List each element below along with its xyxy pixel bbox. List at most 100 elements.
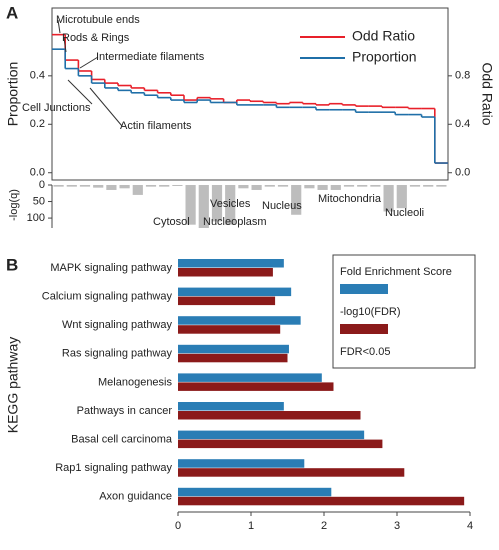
bar — [317, 185, 328, 190]
bar — [178, 325, 281, 334]
bar — [185, 185, 196, 225]
bar — [178, 459, 305, 468]
bar — [132, 185, 143, 195]
bar — [119, 185, 130, 189]
annotation: Vesicles — [210, 198, 251, 210]
leader-line — [79, 56, 99, 69]
bar — [178, 259, 284, 268]
plot-frame — [51, 7, 449, 181]
category-label: Pathways in cancer — [77, 405, 173, 417]
bar — [106, 185, 117, 190]
y2-tick-label: 0.4 — [455, 118, 470, 130]
y2-tick-label: 0.8 — [455, 70, 470, 82]
bar — [178, 382, 334, 391]
bar — [66, 185, 77, 187]
legend-note: FDR<0.05 — [340, 346, 390, 358]
annotation: Intermediate filaments — [96, 51, 205, 63]
bar — [198, 185, 209, 228]
bar — [277, 185, 289, 187]
annotation: Cytosol — [153, 216, 190, 228]
bar — [172, 185, 183, 186]
legend-swatch — [340, 324, 388, 334]
leader-line — [63, 37, 67, 53]
bar — [370, 185, 381, 187]
bar — [178, 487, 332, 497]
annotation: Nucleoli — [385, 207, 424, 219]
annotation: Nucleus — [262, 200, 302, 212]
bar — [178, 316, 301, 325]
bar — [178, 402, 284, 411]
bar — [93, 185, 104, 188]
x-tick-label: 2 — [321, 520, 327, 532]
legend-label: Proportion — [352, 49, 417, 65]
legend-box — [332, 254, 476, 369]
bar — [330, 185, 341, 190]
category-label: Basal cell carcinoma — [71, 434, 173, 446]
category-label: MAPK signaling pathway — [50, 262, 172, 274]
bar — [178, 439, 383, 449]
annotation: Rods & Rings — [62, 32, 130, 44]
bar — [225, 185, 236, 225]
y-axis-label: -log(q) — [8, 189, 20, 221]
bar — [409, 185, 421, 187]
bar — [178, 268, 273, 277]
x-tick-label: 4 — [467, 520, 473, 532]
bar — [211, 185, 223, 222]
y-tick-label: 0.2 — [30, 118, 45, 130]
category-label: Axon guidance — [99, 491, 172, 503]
annotation: Actin filaments — [120, 120, 192, 132]
leader-line — [57, 19, 61, 34]
bar — [178, 496, 465, 506]
bar — [79, 185, 91, 187]
bar — [251, 185, 262, 190]
y-tick-label: 100 — [27, 212, 45, 224]
y-axis-label: Proportion — [5, 62, 21, 127]
panel-label: A — [6, 3, 18, 22]
bar — [178, 353, 288, 363]
category-label: Melanogenesis — [98, 376, 172, 388]
bar — [436, 185, 447, 187]
leader-line — [89, 87, 123, 127]
y-axis-label: KEGG pathway — [5, 337, 21, 434]
bar — [178, 296, 276, 306]
y2-tick-label: 0.0 — [455, 167, 470, 179]
bar — [178, 430, 365, 440]
category-label: Calcium signaling pathway — [42, 291, 173, 303]
category-label: Wnt signaling pathway — [62, 319, 173, 331]
bar — [178, 287, 292, 297]
bar — [178, 373, 322, 382]
y-tick-label: 50 — [33, 195, 45, 207]
legend-swatch — [340, 284, 388, 294]
legend-label: Odd Ratio — [352, 28, 415, 44]
bar — [145, 185, 157, 187]
y-tick-label: 0.0 — [30, 167, 45, 179]
panel-label: B — [6, 255, 18, 274]
bar — [238, 185, 249, 189]
y-tick-label: 0.4 — [30, 70, 45, 82]
legend-label: -log10(FDR) — [340, 306, 401, 318]
bar — [396, 185, 407, 209]
y2-axis-label: Odd Ratio — [479, 62, 495, 125]
annotation: Cell Junctions — [22, 102, 91, 114]
bar — [53, 185, 64, 187]
annotation: Nucleoplasm — [203, 216, 267, 228]
bar — [343, 185, 355, 187]
bar — [264, 185, 275, 187]
bar — [423, 185, 434, 187]
bar — [383, 185, 394, 212]
annotation: Mitochondria — [318, 193, 382, 205]
annotation: Microtubule ends — [56, 14, 140, 26]
x-tick-label: 3 — [394, 520, 400, 532]
category-label: Rap1 signaling pathway — [55, 462, 172, 474]
leader-line — [67, 79, 93, 105]
bar — [304, 185, 315, 189]
x-tick-label: 1 — [248, 520, 254, 532]
bar — [291, 185, 302, 215]
legend-label: Fold Enrichment Score — [340, 266, 452, 278]
bar — [357, 185, 368, 187]
y-tick-label: 0 — [39, 179, 45, 191]
x-tick-label: 0 — [175, 520, 181, 532]
category-label: Ras signaling pathway — [62, 348, 173, 360]
bar — [178, 411, 361, 420]
